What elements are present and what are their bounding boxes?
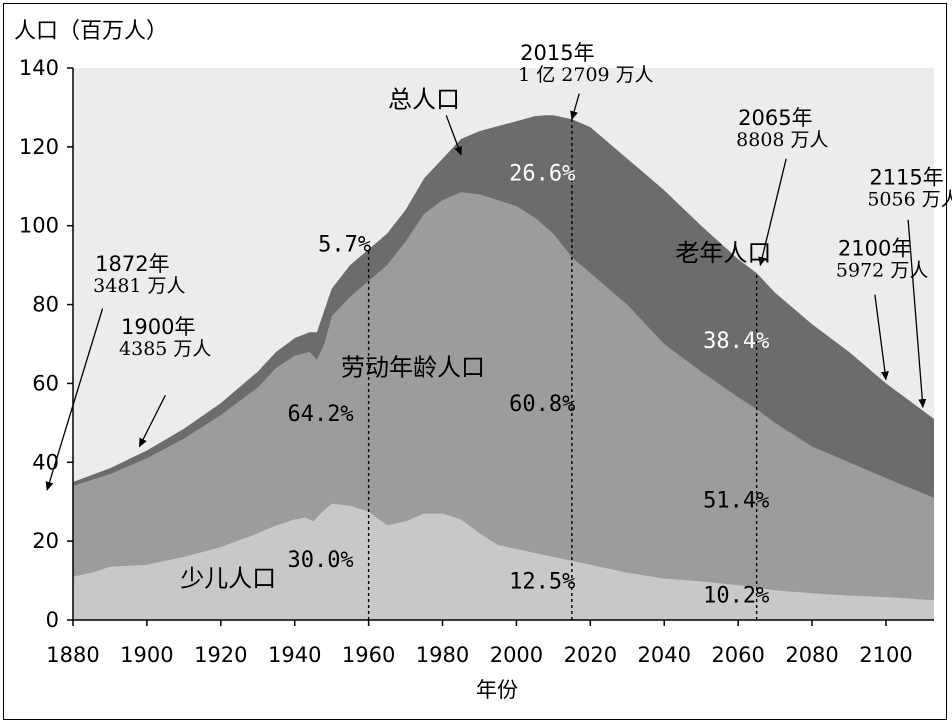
- annotation-year: 2015年: [520, 41, 594, 65]
- x-tick-label: 2040: [638, 643, 691, 667]
- annotation-value: 1 亿 2709 万人: [518, 64, 654, 86]
- series-label-working: 劳动年龄人口: [341, 354, 485, 382]
- annotation-arrow: [758, 158, 787, 267]
- percentage-label: 26.6%: [509, 161, 575, 186]
- series-label-elderly: 老年人口: [675, 239, 771, 267]
- series-label-total: 总人口: [388, 85, 460, 113]
- annotation-year: 2100年: [838, 236, 912, 260]
- y-tick-label: 20: [32, 529, 59, 553]
- annotation-arrow: [138, 394, 166, 448]
- annotation-value: 4385 万人: [119, 338, 211, 360]
- x-tick-label: 1920: [194, 643, 247, 667]
- area-children: [73, 503, 934, 620]
- annotation-year: 1872年: [95, 252, 169, 276]
- annotation-value: 3481 万人: [93, 275, 185, 297]
- percentage-label: 60.8%: [509, 392, 575, 417]
- percentage-label: 30.0%: [287, 548, 353, 573]
- chart-frame: [3, 3, 947, 720]
- x-tick-label: 1880: [46, 643, 99, 667]
- y-axis-title: 人口（百万人）: [14, 19, 168, 44]
- annotation-arrow: [45, 308, 104, 491]
- series-label-children: 少儿人口: [180, 564, 276, 592]
- x-tick-label: 2100: [859, 643, 912, 667]
- x-tick-label: 2080: [785, 643, 838, 667]
- percentage-label: 10.2%: [703, 583, 769, 608]
- annotation-year: 2115年: [869, 165, 943, 189]
- y-tick-label: 0: [46, 608, 59, 632]
- annotation-year: 1900年: [121, 315, 195, 339]
- percentage-label: 64.2%: [287, 402, 353, 427]
- annotation-year: 2065年: [738, 106, 812, 130]
- x-tick-label: 1900: [120, 643, 173, 667]
- x-tick-label: 1960: [342, 643, 395, 667]
- y-tick-label: 100: [19, 214, 59, 238]
- x-tick-label: 2060: [711, 643, 764, 667]
- annotation-value: 5056 万人: [867, 188, 952, 210]
- y-tick-label: 140: [19, 56, 59, 80]
- annotation-value: 8808 万人: [736, 129, 828, 151]
- x-tick-label: 1980: [416, 643, 469, 667]
- y-tick-label: 60: [32, 371, 59, 395]
- x-tick-label: 2020: [564, 643, 617, 667]
- annotation-arrow: [907, 219, 927, 409]
- y-tick-label: 120: [19, 135, 59, 159]
- y-tick-label: 40: [32, 450, 59, 474]
- y-tick-label: 80: [32, 293, 59, 317]
- x-axis-title: 年份: [476, 678, 518, 702]
- percentage-label: 12.5%: [509, 569, 575, 594]
- total-arrow: [445, 115, 462, 156]
- area-working: [73, 192, 934, 620]
- annotation-arrow: [570, 93, 580, 121]
- percentage-label: 38.4%: [703, 329, 769, 354]
- x-tick-label: 1940: [268, 643, 321, 667]
- annotation-arrow: [874, 294, 889, 381]
- percentage-label: 51.4%: [703, 489, 769, 514]
- percentage-label: 5.7%: [318, 232, 371, 257]
- x-tick-label: 2000: [490, 643, 543, 667]
- annotation-value: 5972 万人: [836, 259, 928, 281]
